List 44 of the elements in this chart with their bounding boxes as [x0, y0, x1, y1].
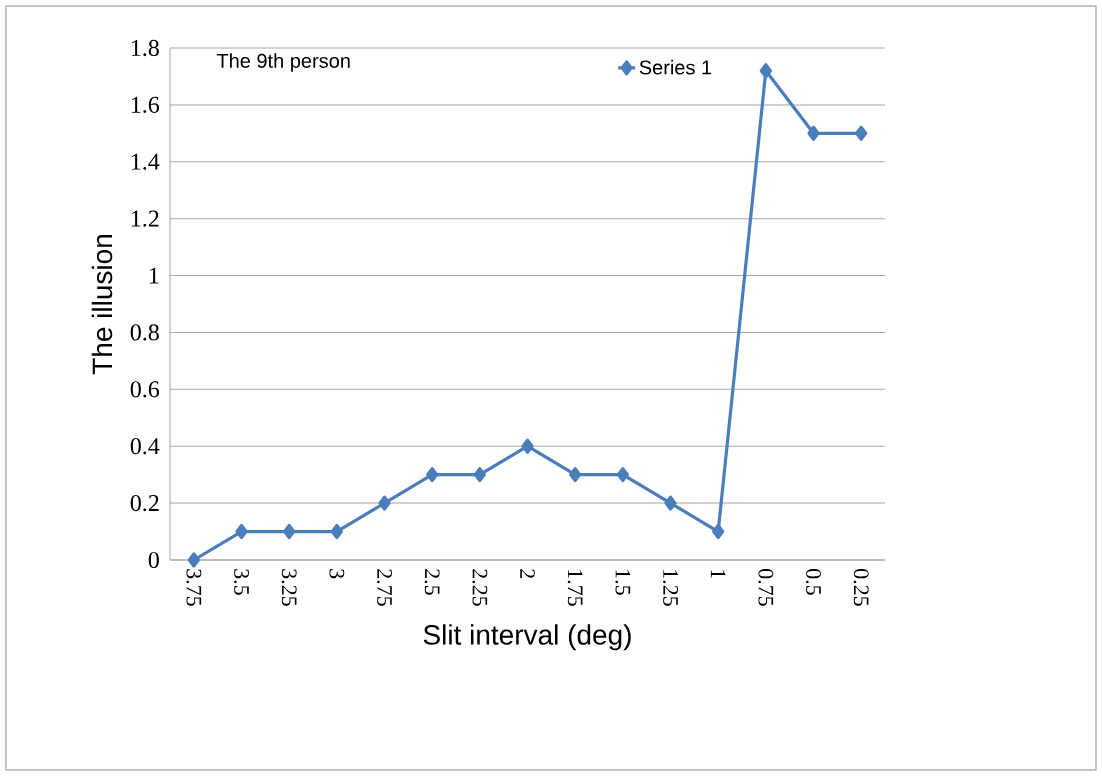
point	[187, 552, 200, 568]
x-tick-label: 3.75	[186, 569, 202, 606]
point	[807, 125, 820, 141]
point	[759, 63, 772, 79]
y-tick-label: 0.2	[130, 494, 159, 512]
x-tick-label: 3	[329, 569, 345, 579]
point	[569, 467, 582, 483]
y-tick-label: 0	[148, 551, 159, 569]
x-tick-label: 2.5	[424, 569, 440, 595]
x-tick-label: 1	[710, 570, 726, 578]
x-tick-label: 1.25	[663, 570, 678, 606]
y-tick-label: 1.6	[131, 96, 160, 113]
x-axis-title: Slit interval (deg)	[423, 624, 631, 651]
point	[426, 467, 439, 483]
x-tick-label: 3.25	[281, 569, 297, 606]
legend-label: Series 1	[639, 59, 712, 75]
y-tick-label: 1	[149, 267, 159, 284]
point	[616, 467, 629, 483]
x-tick-label: 2.75	[377, 569, 392, 606]
x-tick-label: 0.25	[853, 569, 869, 606]
y-tick-label: 1.2	[131, 210, 159, 227]
y-axis-title: The illusion	[91, 235, 113, 375]
x-tick-label: 2.25	[472, 569, 488, 606]
point	[712, 523, 725, 540]
x-tick-label: 3.5	[234, 569, 249, 595]
x-tick-label: 2	[520, 569, 535, 578]
x-tick-label: 1.75	[567, 570, 583, 606]
y-tick-label: 1.4	[131, 153, 160, 170]
point	[283, 523, 296, 540]
y-tick-label: 0.4	[130, 438, 160, 455]
y-tick-label: 1.8	[131, 39, 159, 57]
y-tick-label: 0.6	[130, 381, 160, 398]
point	[855, 125, 868, 141]
point	[235, 523, 248, 540]
point	[378, 495, 391, 511]
x-tick-label: 0.5	[806, 569, 821, 595]
point	[521, 438, 534, 454]
x-tick-label: 0.75	[758, 569, 774, 606]
x-tick-label: 1.5	[615, 570, 631, 595]
chart-title: The 9th person	[216, 53, 350, 72]
point	[330, 523, 343, 540]
point	[473, 467, 486, 483]
y-tick-label: 0.8	[130, 324, 159, 341]
point	[664, 495, 677, 511]
